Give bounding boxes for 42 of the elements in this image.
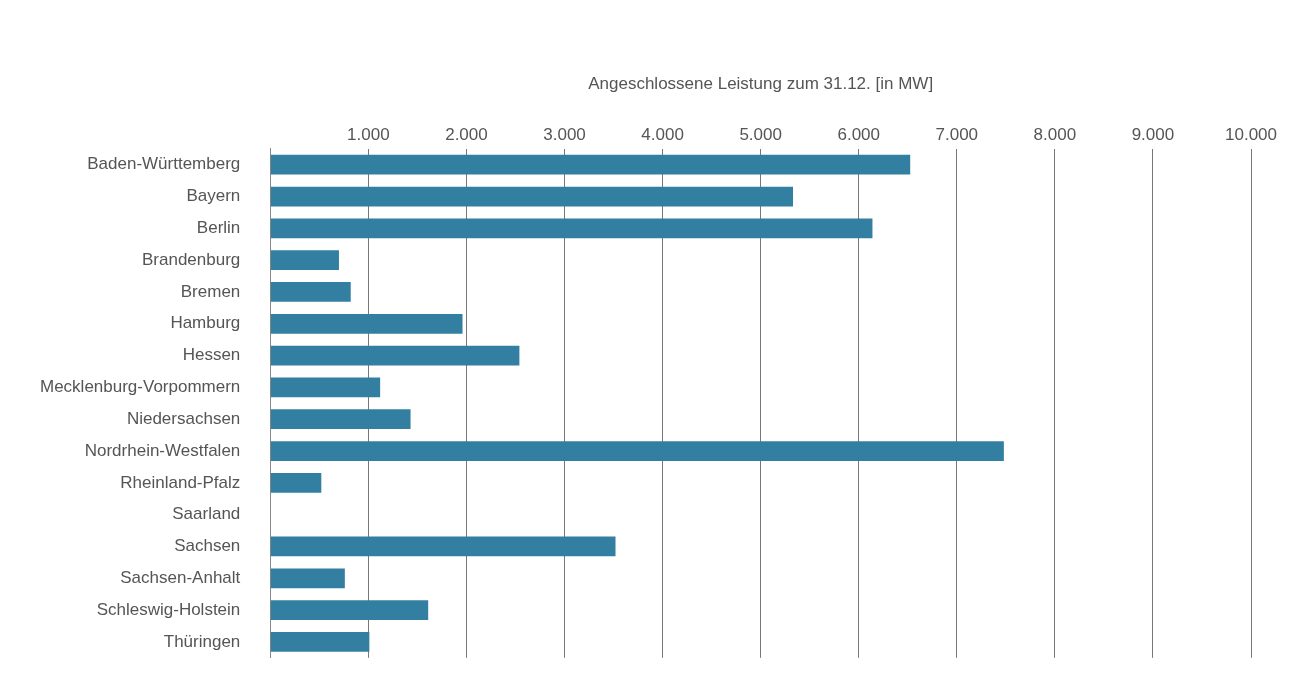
y-tick-label: Saarland: [172, 504, 241, 524]
bar: [270, 536, 616, 557]
y-tick-label: Mecklenburg-Vorpommern: [39, 377, 241, 397]
x-axis-title: Angeschlossene Leistung zum 31.12. [in MW]: [588, 73, 934, 93]
x-tick-label: 5.000: [739, 125, 782, 145]
bar: [270, 600, 429, 620]
y-tick-label: Rheinland-Pfalz: [120, 472, 241, 492]
y-tick-label: Hessen: [182, 345, 241, 365]
y-tick-label: Bremen: [180, 281, 241, 301]
bar: [270, 250, 339, 271]
x-tick-label: 4.000: [641, 125, 684, 145]
x-tick-label: 9.000: [1131, 125, 1175, 145]
x-tick-label: 3.000: [543, 125, 586, 145]
bar: [270, 186, 794, 207]
y-tick-label: Thüringen: [163, 631, 241, 651]
bar: [270, 568, 345, 589]
y-tick-label: Baden-Württemberg: [87, 154, 241, 174]
bar: [270, 632, 370, 652]
x-tick-label: 10.000: [1225, 125, 1277, 145]
x-tick-label: 6.000: [837, 125, 880, 145]
x-tick-label: 7.000: [935, 125, 979, 145]
y-tick-label: Niedersachsen: [126, 408, 241, 428]
y-tick-label: Berlin: [196, 218, 241, 238]
y-tick-label: Schleswig-Holstein: [96, 599, 241, 619]
bar: [270, 154, 911, 175]
y-tick-label: Bayern: [186, 186, 241, 206]
bar: [270, 409, 411, 430]
bar: [270, 218, 873, 239]
bar: [270, 441, 1004, 461]
bar: [270, 282, 351, 302]
x-tick-label: 2.000: [445, 125, 488, 145]
bar: [270, 345, 520, 366]
y-tick-label: Nordrhein-Westfalen: [84, 440, 241, 460]
y-tick-label: Brandenburg: [141, 249, 241, 269]
y-tick-label: Hamburg: [170, 313, 241, 333]
y-tick-label: Sachsen-Anhalt: [120, 567, 241, 587]
x-tick-label: 8.000: [1033, 125, 1077, 145]
bar: [270, 377, 381, 398]
x-tick-label: 1.000: [347, 125, 390, 145]
bar: [270, 313, 463, 334]
bar: [270, 472, 322, 493]
y-tick-label: Sachsen: [174, 536, 241, 556]
